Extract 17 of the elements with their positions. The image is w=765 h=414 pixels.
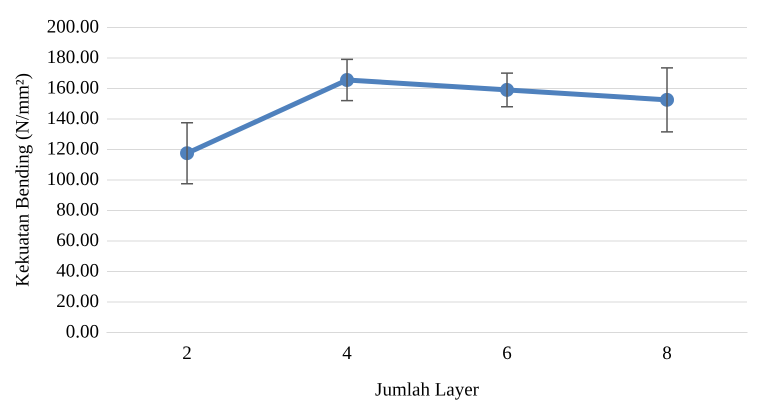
y-tick-label: 100.00 [46,168,100,190]
y-tick-label: 0.00 [66,321,100,342]
y-tick-label: 120.00 [46,138,100,160]
y-axis-title: Kekuatan Bending (N/mm²) [12,73,34,287]
y-tick-label: 80.00 [56,199,100,220]
x-axis-title: Jumlah Layer [375,380,480,401]
y-tick-label: 180.00 [46,46,100,68]
y-tick-label: 200.00 [46,16,100,38]
y-tick-label: 40.00 [56,260,100,282]
x-tick-label: 6 [502,342,512,364]
x-tick-label: 2 [182,342,192,364]
x-tick-label: 8 [662,342,672,364]
x-tick-label: 4 [342,342,352,364]
y-tick-label: 20.00 [56,290,100,312]
y-tick-label: 60.00 [56,230,100,251]
y-tick-label: 140.00 [46,108,100,129]
y-tick-label: 160.00 [46,77,100,98]
